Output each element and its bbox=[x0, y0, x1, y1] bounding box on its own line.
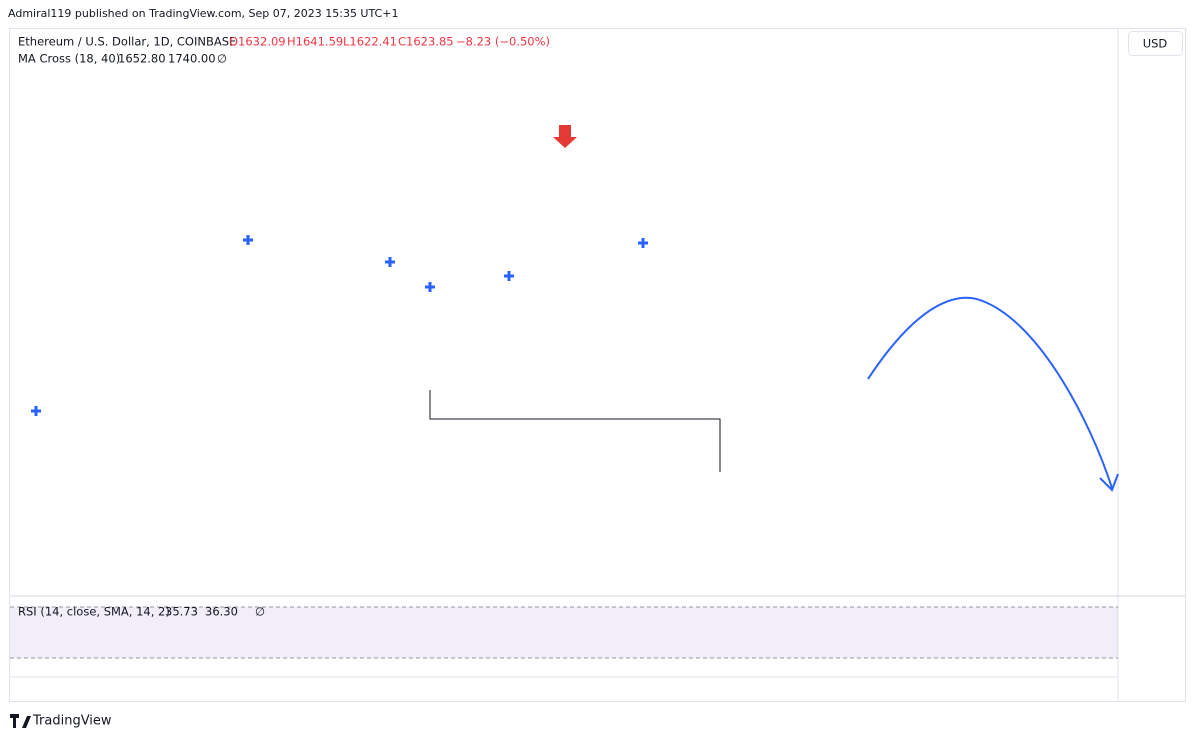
rsi-legend: RSI (14, close, SMA, 14, 2) bbox=[18, 605, 170, 619]
chart-frame bbox=[9, 28, 1186, 702]
rsi-hidden: ∅ bbox=[255, 605, 265, 619]
ma-cross-markers bbox=[31, 235, 648, 416]
cross-marker bbox=[504, 271, 514, 281]
cross-marker bbox=[31, 406, 41, 416]
ma-fast-value: 1652.80 bbox=[118, 52, 166, 66]
logo: TradingView bbox=[10, 714, 112, 729]
cross-marker bbox=[638, 238, 648, 248]
drawings bbox=[31, 125, 1119, 492]
projection-arc bbox=[867, 296, 1113, 489]
rsi-sma-value: 36.30 bbox=[205, 605, 238, 619]
rsi-band bbox=[10, 607, 1118, 658]
projection-arrowhead bbox=[1099, 473, 1119, 492]
bos-line bbox=[429, 390, 721, 472]
currency[interactable]: USD bbox=[1143, 37, 1168, 51]
cross-marker bbox=[385, 257, 395, 267]
legend-open: O1632.09 bbox=[229, 35, 286, 49]
logo-mark bbox=[10, 714, 31, 728]
cross-marker bbox=[243, 235, 253, 245]
cross-marker bbox=[425, 282, 435, 292]
ma-legend: MA Cross (18, 40) bbox=[18, 52, 120, 66]
legend-high: H1641.59 bbox=[287, 35, 343, 49]
ma-hidden: ∅ bbox=[217, 52, 227, 66]
rsi-value: 35.73 bbox=[165, 605, 198, 619]
publish-info: Admiral119 published on TradingView.com,… bbox=[8, 7, 398, 20]
legend-change: −8.23 (−0.50%) bbox=[456, 35, 550, 49]
ma-slow-value: 1740.00 bbox=[168, 52, 216, 66]
footer-brand: TradingView bbox=[32, 714, 112, 729]
symbol: Ethereum / U.S. Dollar, 1D, COINBASE bbox=[18, 35, 236, 49]
sell-arrow bbox=[553, 125, 577, 148]
legend-low: L1622.41 bbox=[343, 35, 397, 49]
legend-close: C1623.85 bbox=[398, 35, 454, 49]
currency-button[interactable] bbox=[1128, 31, 1183, 56]
